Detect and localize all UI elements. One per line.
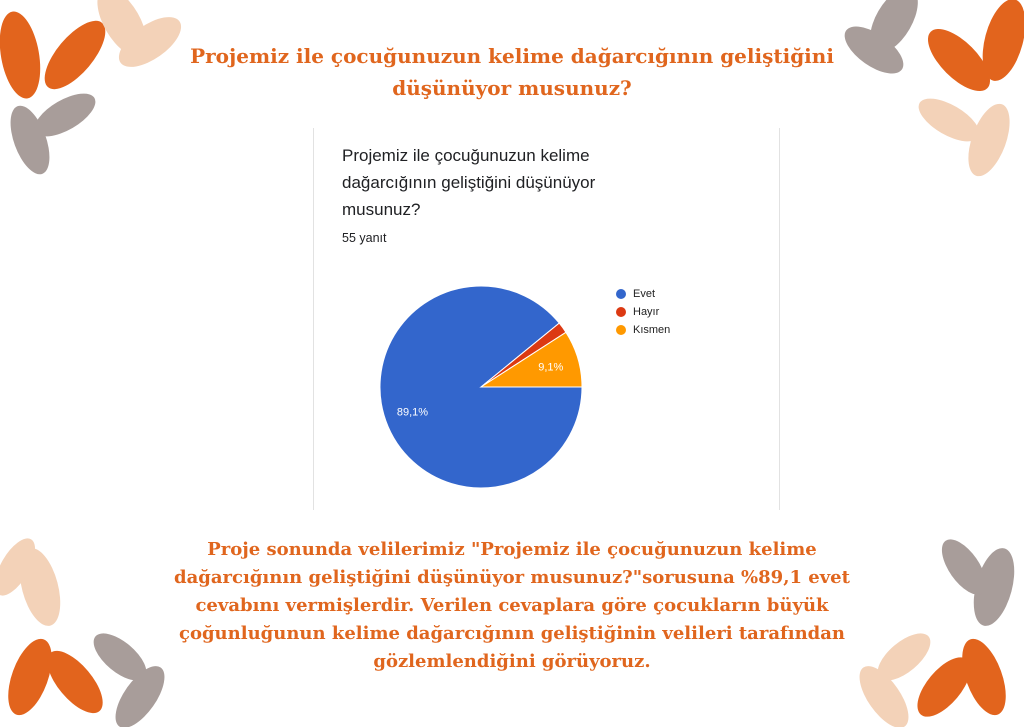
legend-label: Kısmen bbox=[633, 324, 671, 336]
pie-data-label: 9,1% bbox=[538, 361, 563, 373]
legend-item-hayir: Hayır bbox=[616, 303, 670, 321]
chart-card: Projemiz ile çocuğunuzun kelime dağarcığ… bbox=[313, 128, 780, 510]
legend-marker bbox=[616, 307, 626, 317]
decorative-leaves-bottom-right bbox=[859, 539, 1015, 727]
legend-item-kismen: Kısmen bbox=[616, 321, 670, 339]
decorative-leaves-bottom-left bbox=[0, 538, 165, 727]
decorative-leaves-top-right bbox=[844, 0, 1024, 177]
legend-marker bbox=[616, 325, 626, 335]
legend-item-evet: Evet bbox=[616, 285, 670, 303]
decorative-leaves-top-left bbox=[0, 0, 182, 175]
chart-title: Projemiz ile çocuğunuzun kelime dağarcığ… bbox=[342, 146, 596, 219]
summary-paragraph: Proje sonunda velilerimiz "Projemiz ile … bbox=[174, 539, 850, 672]
chart-legend: Evet Hayır Kısmen bbox=[616, 285, 670, 339]
pie-chart: 89,1% 9,1% bbox=[379, 285, 583, 489]
pie-slice-kismen bbox=[479, 331, 583, 388]
response-count: 55 yanıt bbox=[342, 231, 387, 245]
legend-label: Hayır bbox=[633, 306, 660, 318]
page-heading: Projemiz ile çocuğunuzun kelime dağarcığ… bbox=[190, 44, 834, 100]
legend-marker bbox=[616, 289, 626, 299]
pie-data-label: 89,1% bbox=[397, 406, 428, 418]
legend-label: Evet bbox=[633, 288, 656, 300]
